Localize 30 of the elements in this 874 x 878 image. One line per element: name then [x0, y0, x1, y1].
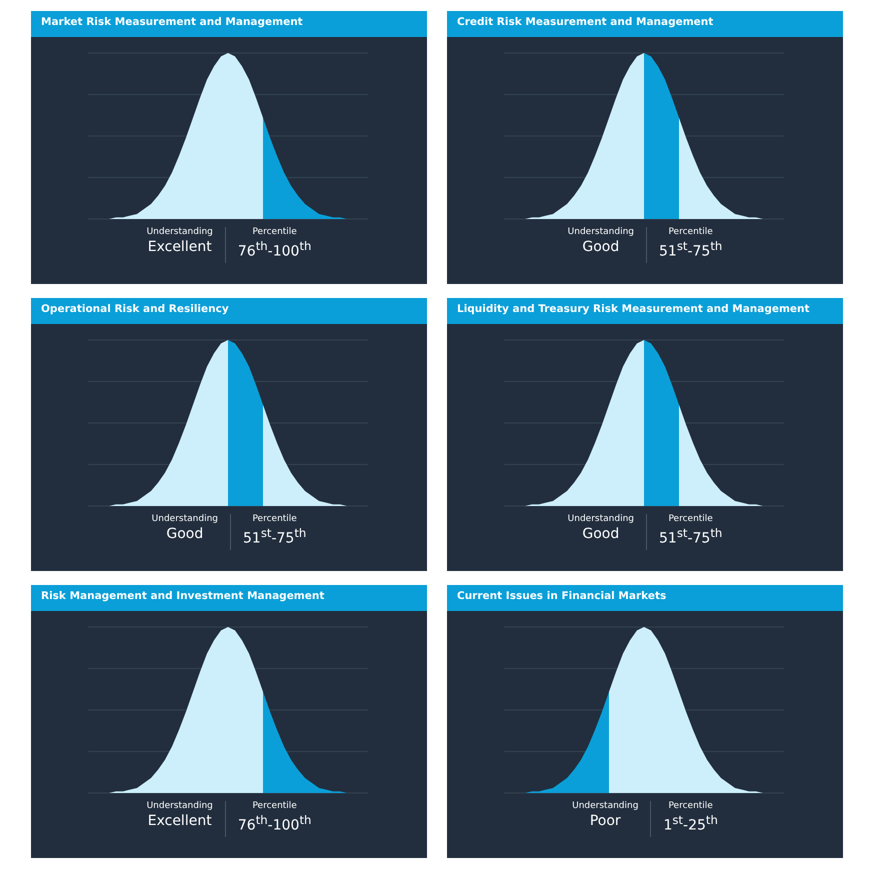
text: Percentile	[251, 227, 298, 237]
chart-title: Operational Risk and Resiliency	[31, 298, 427, 324]
text: Percentile	[251, 801, 298, 811]
text: Excellent	[146, 239, 213, 257]
text: Good	[581, 526, 620, 544]
text: Understanding	[568, 227, 634, 237]
text: Understanding	[146, 227, 213, 237]
chart-title: Credit Risk Measurement and Management	[447, 11, 843, 37]
chart-title: Current Issues in Financial Markets	[447, 585, 843, 611]
chart-title: Liquidity and Treasury Risk Measurement and Management	[447, 298, 843, 324]
text: Percentile	[667, 227, 714, 237]
text: Excellent	[146, 813, 213, 831]
text: 51$^{st}$-75$^{th}$	[658, 526, 722, 547]
text: Percentile	[667, 514, 714, 524]
text: Poor	[588, 813, 622, 831]
text: Understanding	[568, 514, 634, 524]
text: Understanding	[146, 801, 213, 811]
text: 76$^{th}$-100$^{th}$	[238, 813, 312, 834]
chart-title: Risk Management and Investment Management	[31, 585, 427, 611]
text: Understanding	[572, 801, 638, 811]
text: Percentile	[667, 801, 714, 811]
text: 51$^{st}$-75$^{th}$	[242, 526, 306, 547]
text: 51$^{st}$-75$^{th}$	[658, 239, 722, 260]
chart-title: Market Risk Measurement and Management	[31, 11, 427, 37]
text: Good	[581, 239, 620, 257]
text: 76$^{th}$-100$^{th}$	[238, 239, 312, 260]
text: Good	[165, 526, 204, 544]
text: Understanding	[152, 514, 218, 524]
text: Percentile	[251, 514, 298, 524]
text: 1$^{st}$-25$^{th}$	[663, 813, 718, 834]
